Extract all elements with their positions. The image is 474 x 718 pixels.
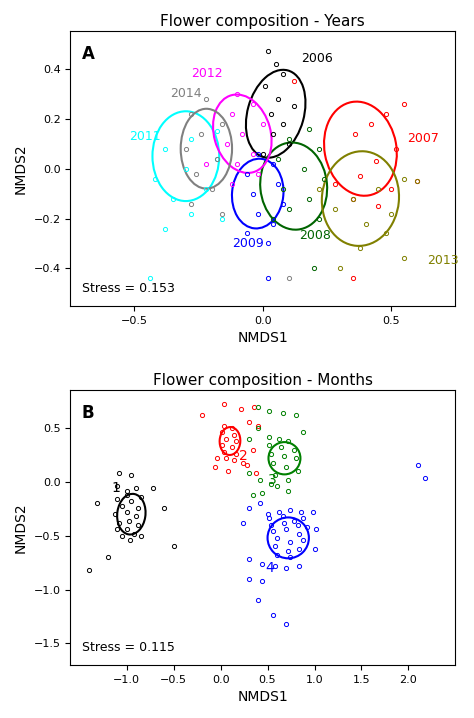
Text: 2009: 2009	[232, 237, 264, 250]
Text: 3: 3	[268, 472, 277, 487]
Text: Stress = 0.153: Stress = 0.153	[82, 282, 175, 295]
Y-axis label: NMDS2: NMDS2	[14, 144, 28, 194]
Text: 2011: 2011	[129, 130, 161, 143]
Text: Stress = 0.115: Stress = 0.115	[82, 641, 175, 654]
Y-axis label: NMDS2: NMDS2	[14, 503, 28, 553]
X-axis label: NMDS1: NMDS1	[237, 690, 288, 704]
Text: 1: 1	[111, 481, 120, 495]
Text: A: A	[82, 45, 95, 63]
Text: 2013: 2013	[427, 254, 459, 267]
Title: Flower composition - Months: Flower composition - Months	[153, 373, 373, 388]
Text: 4: 4	[265, 561, 274, 575]
Text: 2: 2	[239, 449, 247, 463]
X-axis label: NMDS1: NMDS1	[237, 331, 288, 345]
Title: Flower composition - Years: Flower composition - Years	[161, 14, 365, 29]
Text: 2012: 2012	[191, 67, 223, 80]
Text: 2007: 2007	[407, 132, 438, 145]
Text: 2006: 2006	[301, 52, 333, 65]
Text: B: B	[82, 404, 94, 422]
Text: 2014: 2014	[171, 88, 202, 101]
Text: 2008: 2008	[299, 230, 331, 243]
